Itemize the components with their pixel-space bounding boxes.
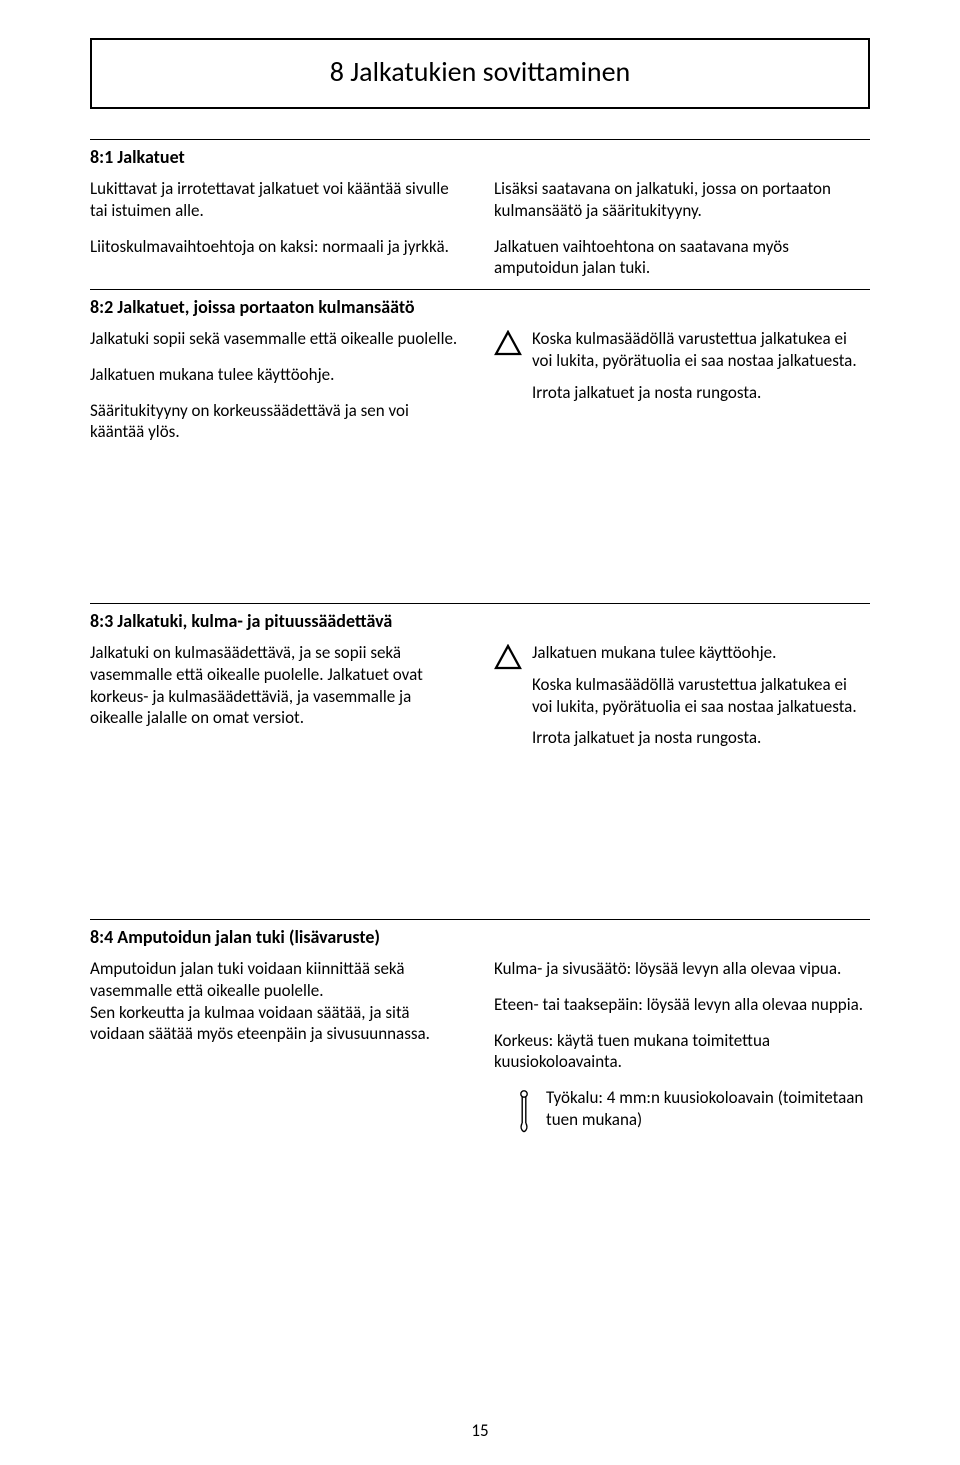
section-heading-8-3: 8:3 Jalkatuki, kulma- ja pituussäädettäv… [90, 604, 870, 642]
paragraph: Koska kulmasäädöllä varustettua jalkatuk… [532, 674, 870, 718]
paragraph: Jalkatuen mukana tulee käyttöohje. [532, 642, 870, 664]
section-8-3-left: Jalkatuki on kulmasäädettävä, ja se sopi… [90, 642, 466, 749]
chapter-title-box: 8 Jalkatukien sovittaminen [90, 38, 870, 109]
warning-text: Jalkatuen mukana tulee käyttöohje. Koska… [532, 642, 870, 749]
paragraph: Lisäksi saatavana on jalkatuki, jossa on… [494, 178, 870, 222]
chapter-title: 8 Jalkatukien sovittaminen [112, 54, 848, 89]
warning-triangle-icon [494, 330, 522, 362]
section-8-2-right: Koska kulmasäädöllä varustettua jalkatuk… [494, 328, 870, 443]
paragraph: Jalkatuki sopii sekä vasemmalle että oik… [90, 328, 466, 350]
paragraph: Jalkatuen vaihtoehtona on saatavana myös… [494, 236, 870, 280]
section-8-2-left: Jalkatuki sopii sekä vasemmalle että oik… [90, 328, 466, 443]
page: 8 Jalkatukien sovittaminen 8:1 Jalkatuet… [0, 0, 960, 1465]
paragraph: Kulma- ja sivusäätö: löysää levyn alla o… [494, 958, 870, 980]
spacer [90, 453, 870, 603]
warning-block: Koska kulmasäädöllä varustettua jalkatuk… [494, 328, 870, 403]
tool-block: Työkalu: 4 mm:n kuusiokoloavain (toimite… [516, 1087, 870, 1139]
paragraph: Jalkatuki on kulmasäädettävä, ja se sopi… [90, 642, 466, 729]
spacer [90, 759, 870, 919]
warning-block: Jalkatuen mukana tulee käyttöohje. Koska… [494, 642, 870, 749]
paragraph: Irrota jalkatuet ja nosta rungosta. [532, 727, 870, 749]
section-8-4-left: Amputoidun jalan tuki voidaan kiinnittää… [90, 958, 466, 1139]
paragraph: Lukittavat ja irrotettavat jalkatuet voi… [90, 178, 466, 222]
section-8-4-body: Amputoidun jalan tuki voidaan kiinnittää… [90, 958, 870, 1149]
section-heading-8-2: 8:2 Jalkatuet, joissa portaaton kulmansä… [90, 290, 870, 328]
section-heading-8-4: 8:4 Amputoidun jalan tuki (lisävaruste) [90, 920, 870, 958]
section-8-2-body: Jalkatuki sopii sekä vasemmalle että oik… [90, 328, 870, 453]
section-heading-8-1: 8:1 Jalkatuet [90, 140, 870, 178]
paragraph: Koska kulmasäädöllä varustettua jalkatuk… [532, 328, 870, 372]
page-number: 15 [0, 1420, 960, 1441]
paragraph: Eteen- tai taaksepäin: löysää levyn alla… [494, 994, 870, 1016]
paragraph: Sen korkeutta ja kulmaa voidaan säätää, … [90, 1002, 466, 1046]
section-8-1-body: Lukittavat ja irrotettavat jalkatuet voi… [90, 178, 870, 289]
paragraph: Sääritukityyny on korkeussäädettävä ja s… [90, 400, 466, 444]
paragraph: Liitoskulmavaihtoehtoja on kaksi: normaa… [90, 236, 466, 258]
section-8-1-left: Lukittavat ja irrotettavat jalkatuet voi… [90, 178, 466, 279]
paragraph: Amputoidun jalan tuki voidaan kiinnittää… [90, 958, 466, 1002]
paragraph: Korkeus: käytä tuen mukana toimitettua k… [494, 1030, 870, 1074]
hex-key-icon [516, 1089, 532, 1139]
warning-triangle-icon [494, 644, 522, 676]
paragraph: Jalkatuen mukana tulee käyttöohje. [90, 364, 466, 386]
tool-text: Työkalu: 4 mm:n kuusiokoloavain (toimite… [546, 1087, 870, 1131]
warning-text: Koska kulmasäädöllä varustettua jalkatuk… [532, 328, 870, 403]
paragraph: Irrota jalkatuet ja nosta rungosta. [532, 382, 870, 404]
section-8-3-body: Jalkatuki on kulmasäädettävä, ja se sopi… [90, 642, 870, 759]
section-8-3-right: Jalkatuen mukana tulee käyttöohje. Koska… [494, 642, 870, 749]
section-8-1-right: Lisäksi saatavana on jalkatuki, jossa on… [494, 178, 870, 279]
section-8-4-right: Kulma- ja sivusäätö: löysää levyn alla o… [494, 958, 870, 1139]
